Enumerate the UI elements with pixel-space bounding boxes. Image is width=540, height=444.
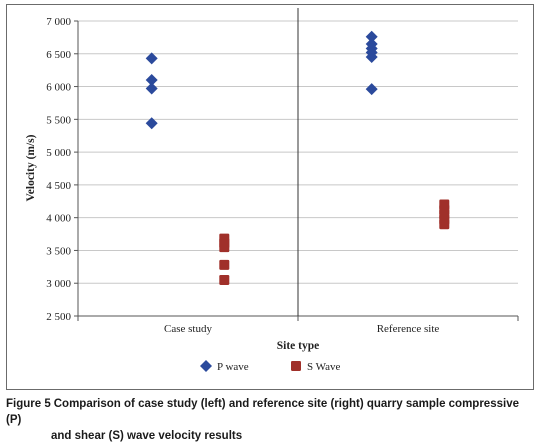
velocity-scatter-chart: 2 500 3 000 3 500 4 000 4 500 5 000 5 500 6 000…	[25, 8, 519, 373]
s-wave-point-3	[219, 259, 230, 270]
y-axis-title: Velocity (m/s)	[25, 134, 37, 201]
y-tick-label-5: 5 000	[46, 147, 71, 159]
p-wave-point-9	[365, 83, 378, 96]
data-points	[145, 30, 450, 285]
y-tick-label-3: 4 000	[46, 213, 71, 225]
s-wave-point-2	[219, 242, 230, 253]
figure-frame	[6, 4, 534, 390]
s-wave-point-4	[219, 274, 230, 285]
caption-line-1: Comparison of case study (left) and refe…	[6, 398, 519, 426]
y-tick-label-0: 2 500	[46, 311, 71, 323]
x-axis-title: Site type	[277, 340, 319, 352]
legend-s-wave: S Wave	[291, 361, 341, 373]
y-tick-label-6: 5 500	[46, 114, 71, 126]
x-tick-label-1: Reference site	[377, 323, 440, 335]
legend-p-wave: P wave	[200, 360, 249, 373]
p-wave-point-2	[145, 82, 158, 95]
figure-caption: Figure 5 Comparison of case study (left) …	[6, 396, 534, 444]
legend-p-wave-marker	[200, 360, 212, 372]
y-tick-label-4: 4 500	[46, 180, 71, 192]
legend-s-wave-marker	[291, 361, 301, 371]
legend: P wave S Wave	[200, 360, 341, 373]
caption-line-2: and shear (S) wave velocity results	[51, 430, 243, 442]
y-tick-label-9: 7 000	[46, 16, 71, 28]
legend-p-wave-label: P wave	[217, 361, 249, 373]
y-tick-labels: 2 500 3 000 3 500 4 000 4 500 5 000 5 500 6 000…	[46, 16, 71, 323]
legend-s-wave-label: S Wave	[307, 361, 341, 373]
y-tick-label-2: 3 500	[46, 245, 71, 257]
y-tick-label-7: 6 000	[46, 82, 71, 94]
p-wave-point-3	[145, 117, 158, 130]
x-tick-label-0: Case study	[164, 323, 212, 335]
p-wave-point-4	[365, 30, 378, 43]
x-tick-labels: Case study Reference site	[164, 323, 439, 335]
p-wave-point-8	[365, 51, 378, 64]
p-wave-point-0	[145, 52, 158, 65]
p-wave-point-1	[145, 74, 158, 86]
s-wave-point-9	[439, 219, 450, 230]
axes	[74, 8, 519, 321]
y-tick-label-1: 3 000	[46, 278, 71, 290]
y-tick-label-8: 6 500	[46, 49, 71, 61]
caption-label: Figure 5	[6, 398, 51, 410]
